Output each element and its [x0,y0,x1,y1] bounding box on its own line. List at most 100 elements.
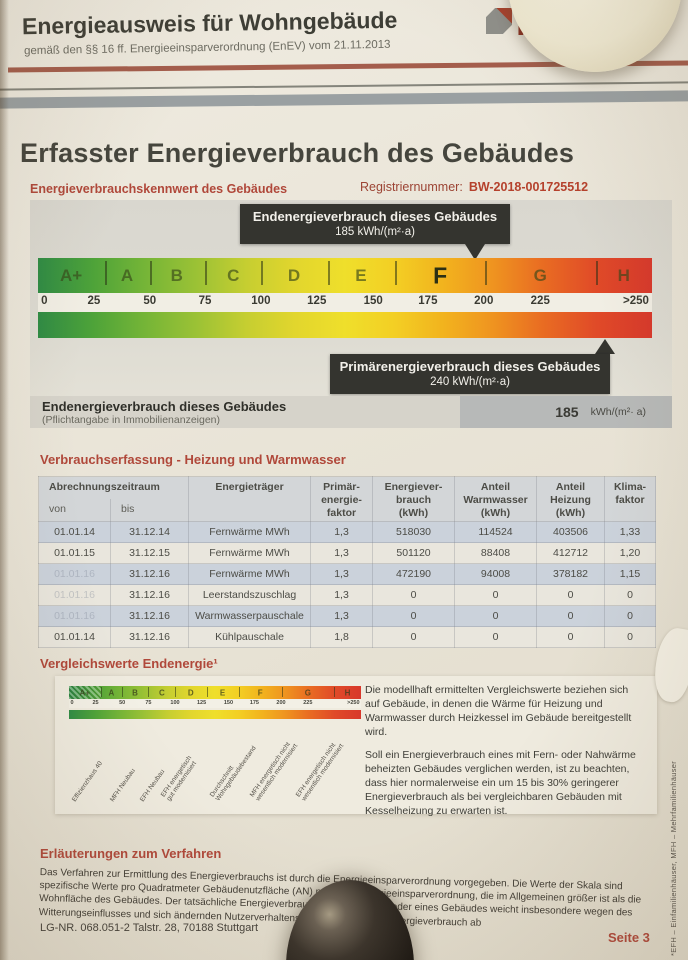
class-letter: B [170,265,183,285]
col-header: Klima- faktor [604,475,657,523]
tick-label: >250 [347,700,360,706]
registry-label: Registriernummer: [360,180,463,194]
table-cell: 0 [454,626,538,649]
class-letter: A [120,265,134,285]
tick-label: 150 [223,700,234,706]
table-cell: 0 [454,605,538,628]
explanation-heading: Erläuterungen zum Verfahren [40,846,222,861]
comparison-panel: A+ A B C D E F G H 0 25 50 75 100 125 150 175 200 225 >250… [55,676,657,817]
comparison-lower-bar [69,710,361,719]
kennwert-label: Energieverbrauchskennwert des Gebäudes [30,182,288,196]
class-divider [327,261,330,285]
class-divider [100,687,102,697]
comparison-label: EFH energetisch gut modernisiert [159,754,199,803]
class-divider [205,261,207,285]
table-cell: 1,33 [604,521,657,544]
tick-label: 125 [196,700,207,706]
result-unit: kWh/(m²· a) [590,406,646,418]
primary-energy-callout: Primärenergieverbrauch dieses Gebäudes 2… [330,354,610,395]
aplus-hatch [69,686,102,699]
class-divider [174,687,176,697]
table-cell: 31.12.16 [109,563,190,586]
tick-label: 50 [143,295,157,307]
class-letter: D [187,688,194,697]
registry-number: Registriernummer: BW-2018-001725512 [360,180,588,194]
table-cell: 0 [454,584,538,607]
energy-class-bar: A+ A B C D E F G H [38,258,652,293]
reference-line: LG-NR. 068.051-2 Talstr. 28, 70188 Stutt… [40,922,259,934]
table-cell: 1,20 [604,542,657,565]
class-letter: D [287,265,301,285]
col-header: Energiever- brauch (kWh) [372,475,456,523]
table-cell: 1,8 [310,626,374,649]
primary-energy-bar [38,312,652,338]
class-divider [484,261,487,285]
consumption-table: Abrechnungszeitraum Energieträger Primär- … [37,475,657,649]
col-header: Anteil Heizung (kWh) [536,475,606,523]
table-cell: 31.12.15 [109,542,190,565]
tick-label: 175 [418,295,438,307]
class-letter: C [158,688,165,697]
class-letter: A+ [60,265,83,285]
col-header-abrechnungszeitraum: Abrechnungszeitraum [37,476,190,500]
tick-label: 25 [92,700,99,706]
registry-value: BW-2018-001725512 [468,180,589,194]
table-cell: 0 [372,605,456,628]
table-row: 01.01.16 31.12.16 Fernwärme MWh 1,3 472190 94… [38,563,657,586]
class-letter: A [108,688,115,697]
table-cell: 518030 [372,521,456,544]
table-cell: 0 [372,626,456,649]
class-divider [260,261,263,285]
end-energy-result-row: Endenergieverbrauch dieses Gebäudes (Pfl… [30,396,672,428]
class-divider [206,687,208,697]
table-row: 01.01.16 31.12.16 Warmwasserpauschale 1,3 0 0… [38,605,657,628]
tick-label: 50 [119,700,126,706]
table-cell: Fernwärme MWh [188,563,312,586]
comparison-class-bar: A+ A B C D E F G H [69,686,361,699]
class-divider [394,261,397,285]
end-energy-pointer [464,244,485,260]
table-cell: 88408 [454,542,538,565]
class-divider [148,687,150,697]
result-sublabel: (Pflichtangabe in Immobilienanzeigen) [42,414,221,426]
tick-label: 225 [303,700,313,706]
tick-label: 0 [41,295,48,307]
header-rule-band [0,90,688,109]
class-letter: C [227,265,240,285]
tick-label: 25 [87,295,101,307]
class-divider [104,261,107,285]
class-divider [281,687,283,697]
table-row: 01.01.15 31.12.15 Fernwärme MWh 1,3 501120 88… [38,542,657,565]
table-cell: 1,3 [310,584,374,607]
table-cell: 0 [372,584,456,607]
tick-label: 125 [307,295,327,307]
table-cell: 01.01.14 [38,521,111,544]
table-cell: 412712 [536,542,606,565]
comparison-text: Die modellhaft ermittelten Vergleichswer… [365,684,645,829]
class-letter: H [344,688,351,697]
class-letter: B [132,688,138,697]
class-divider [596,261,599,285]
logo-flag-icon [486,8,512,34]
comparison-label: Effizienzhaus 40 [70,759,104,803]
table-cell: 114524 [454,521,538,544]
tick-label: 225 [530,295,550,307]
class-letter: A+ [79,688,90,697]
energy-scale-panel: Endenergieverbrauch dieses Gebäudes 185 … [30,200,672,428]
page-number: Seite 3 [608,930,650,945]
end-energy-callout-title: Endenergieverbrauch dieses Gebäudes [252,209,498,224]
table-cell: Warmwasserpauschale [188,605,312,628]
table-cell: 1,3 [310,605,374,628]
comparison-heading: Vergleichswerte Endenergie¹ [40,656,218,671]
table-cell: 01.01.16 [38,584,111,607]
table-row: 01.01.14 31.12.14 Fernwärme MWh 1,3 518030 11… [38,521,657,544]
table-cell: 31.12.14 [109,521,190,544]
efh-mfh-footnote: *EFH – Einfamilienhäuser, MFH – Mehrfami… [669,760,678,956]
comparison-rotated-labels: Effizienzhaus 40 MFH Neubau EFH Neubau EFH … [69,719,361,809]
class-letter: E [355,265,367,285]
table-cell: 94008 [454,563,538,586]
scale-tick-strip: 0 25 50 75 100 125 150 175 200 225 >250 [38,293,652,312]
tick-label: 150 [363,295,383,307]
section-title: Erfasster Energieverbrauch des Gebäudes [20,138,575,168]
